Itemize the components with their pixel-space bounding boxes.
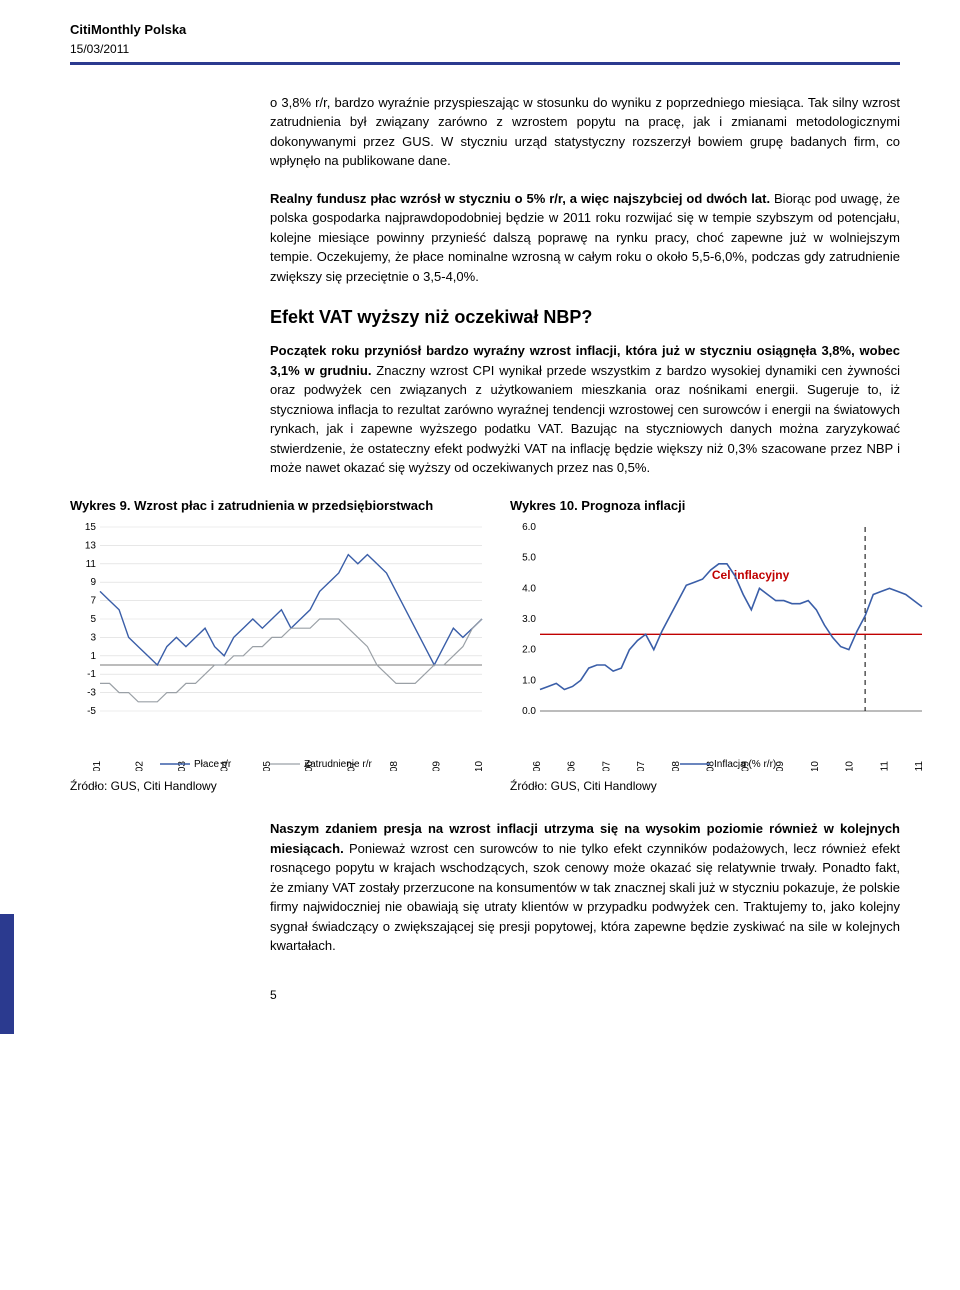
svg-text:lip 10: lip 10 xyxy=(845,761,856,771)
svg-text:Cel inflacyjny: Cel inflacyjny xyxy=(712,568,790,582)
svg-text:sty 10: sty 10 xyxy=(810,761,821,771)
svg-text:lip 06: lip 06 xyxy=(567,761,578,771)
para3-rest: Znaczny wzrost CPI wynikał przede wszyst… xyxy=(270,363,900,476)
chart9-svg: 15 13 11 9 7 5 3 1 -1 -3 -5 lip 01 lip 02 lip 03 lip 0… xyxy=(70,521,490,771)
svg-text:sty 07: sty 07 xyxy=(601,761,612,771)
svg-text:lip 05: lip 05 xyxy=(262,761,273,771)
svg-text:5: 5 xyxy=(90,614,96,625)
chart9-source: Źródło: GUS, Citi Handlowy xyxy=(70,777,510,795)
svg-text:6.0: 6.0 xyxy=(522,522,536,533)
paragraph-3: Początek roku przyniósł bardzo wyraźny w… xyxy=(270,341,900,478)
paragraph-1: o 3,8% r/r, bardzo wyraźnie przyspieszaj… xyxy=(270,93,900,171)
chart10-source: Źródło: GUS, Citi Handlowy xyxy=(510,777,657,795)
svg-text:5.0: 5.0 xyxy=(522,553,536,564)
paragraph-2: Realny fundusz płac wzrósł w styczniu o … xyxy=(270,189,900,287)
chart9-title: Wykres 9. Wzrost płac i zatrudnienia w p… xyxy=(70,496,510,516)
svg-text:-5: -5 xyxy=(87,706,96,717)
page-number: 5 xyxy=(270,986,900,1004)
svg-text:13: 13 xyxy=(85,540,97,551)
svg-text:-3: -3 xyxy=(87,688,96,699)
svg-text:lip 09: lip 09 xyxy=(432,761,443,771)
svg-text:lip 08: lip 08 xyxy=(389,761,400,771)
section-heading: Efekt VAT wyższy niż oczekiwał NBP? xyxy=(270,304,900,331)
page-header: CitiMonthly Polska 15/03/2011 xyxy=(70,20,900,65)
svg-text:11: 11 xyxy=(86,559,97,570)
svg-text:sty 08: sty 08 xyxy=(671,761,682,771)
svg-text:1.0: 1.0 xyxy=(522,675,536,686)
svg-text:3: 3 xyxy=(90,632,96,643)
chart10-svg: 6.0 5.0 4.0 3.0 2.0 1.0 0.0 Cel inflacyjny sty 0… xyxy=(510,521,930,771)
svg-text:sty 06: sty 06 xyxy=(532,761,543,771)
svg-text:2.0: 2.0 xyxy=(522,645,536,656)
chart-9: 15 13 11 9 7 5 3 1 -1 -3 -5 lip 01 lip 02 lip 03 lip 0… xyxy=(70,521,490,771)
svg-text:9: 9 xyxy=(90,577,96,588)
para2-lead: Realny fundusz płac wzrósł w styczniu o … xyxy=(270,191,770,206)
svg-text:lip 10: lip 10 xyxy=(474,761,485,771)
svg-text:Płace r/r: Płace r/r xyxy=(194,759,232,770)
chart10-title: Wykres 10. Prognoza inflacji xyxy=(510,496,685,516)
svg-text:Inflacja (% r/r): Inflacja (% r/r) xyxy=(714,759,776,770)
report-date: 15/03/2011 xyxy=(70,40,900,58)
svg-text:lip 03: lip 03 xyxy=(177,761,188,771)
svg-text:15: 15 xyxy=(85,522,97,533)
svg-text:lip 09: lip 09 xyxy=(775,761,786,771)
report-title: CitiMonthly Polska xyxy=(70,20,900,40)
svg-text:sty 11: sty 11 xyxy=(879,761,890,771)
side-accent-bar xyxy=(0,914,14,1034)
svg-text:3.0: 3.0 xyxy=(522,614,536,625)
svg-text:lip 02: lip 02 xyxy=(134,761,145,771)
svg-text:Zatrudnienie r/r: Zatrudnienie r/r xyxy=(304,759,372,770)
paragraph-4: Naszym zdaniem presja na wzrost inflacji… xyxy=(270,819,900,956)
svg-text:4.0: 4.0 xyxy=(522,583,536,594)
svg-text:lip 01: lip 01 xyxy=(92,761,103,771)
svg-text:lip 11: lip 11 xyxy=(914,761,925,771)
para4-rest: Ponieważ wzrost cen surowców to nie tylk… xyxy=(270,841,900,954)
svg-text:lip 07: lip 07 xyxy=(636,761,647,771)
svg-text:1: 1 xyxy=(90,651,96,662)
svg-text:-1: -1 xyxy=(87,669,96,680)
chart-10: 6.0 5.0 4.0 3.0 2.0 1.0 0.0 Cel inflacyjny sty 0… xyxy=(510,521,930,771)
svg-text:0.0: 0.0 xyxy=(522,706,536,717)
svg-text:7: 7 xyxy=(90,596,96,607)
